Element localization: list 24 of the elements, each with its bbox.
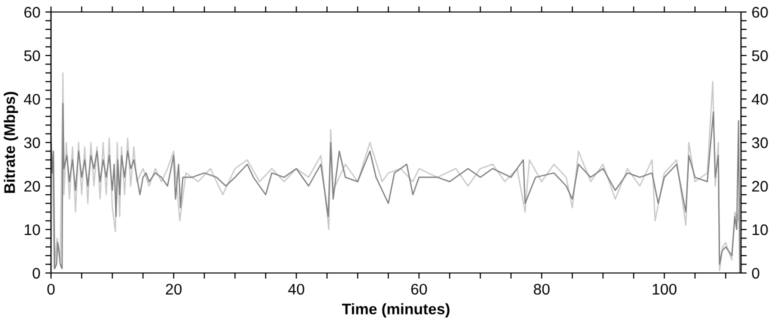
line-series	[51, 102, 740, 273]
y2-tick-label: 50	[752, 50, 768, 62]
y-tick-label: 30	[24, 137, 40, 148]
y2-tick-label: 10	[752, 224, 768, 236]
x-tick-label: 80	[534, 284, 550, 295]
x-tick-label: 40	[288, 284, 304, 295]
y-tick-label: 60	[24, 6, 40, 18]
x-tick-label: 60	[411, 284, 427, 295]
y2-tick-label: 20	[752, 180, 768, 192]
y-tick-label: 40	[24, 94, 40, 105]
y2-tick-label: 0	[752, 268, 760, 279]
y2-tick-label: 30	[752, 137, 768, 148]
y-axis-title: Bitrate (Mbps)	[4, 92, 18, 193]
y2-tick-label: 40	[752, 94, 768, 105]
x-tick-label: 0	[47, 284, 55, 295]
y-tick-label: 20	[24, 180, 40, 192]
y-tick-label: 50	[24, 50, 40, 62]
x-tick-label: 100	[652, 284, 676, 295]
y2-tick-label: 60	[752, 6, 768, 18]
x-tick-label: 20	[166, 284, 182, 295]
x-axis-title: Time (minutes)	[342, 303, 450, 318]
y-tick-label: 0	[32, 268, 40, 279]
line-series	[51, 72, 740, 272]
y-tick-label: 10	[24, 224, 40, 236]
